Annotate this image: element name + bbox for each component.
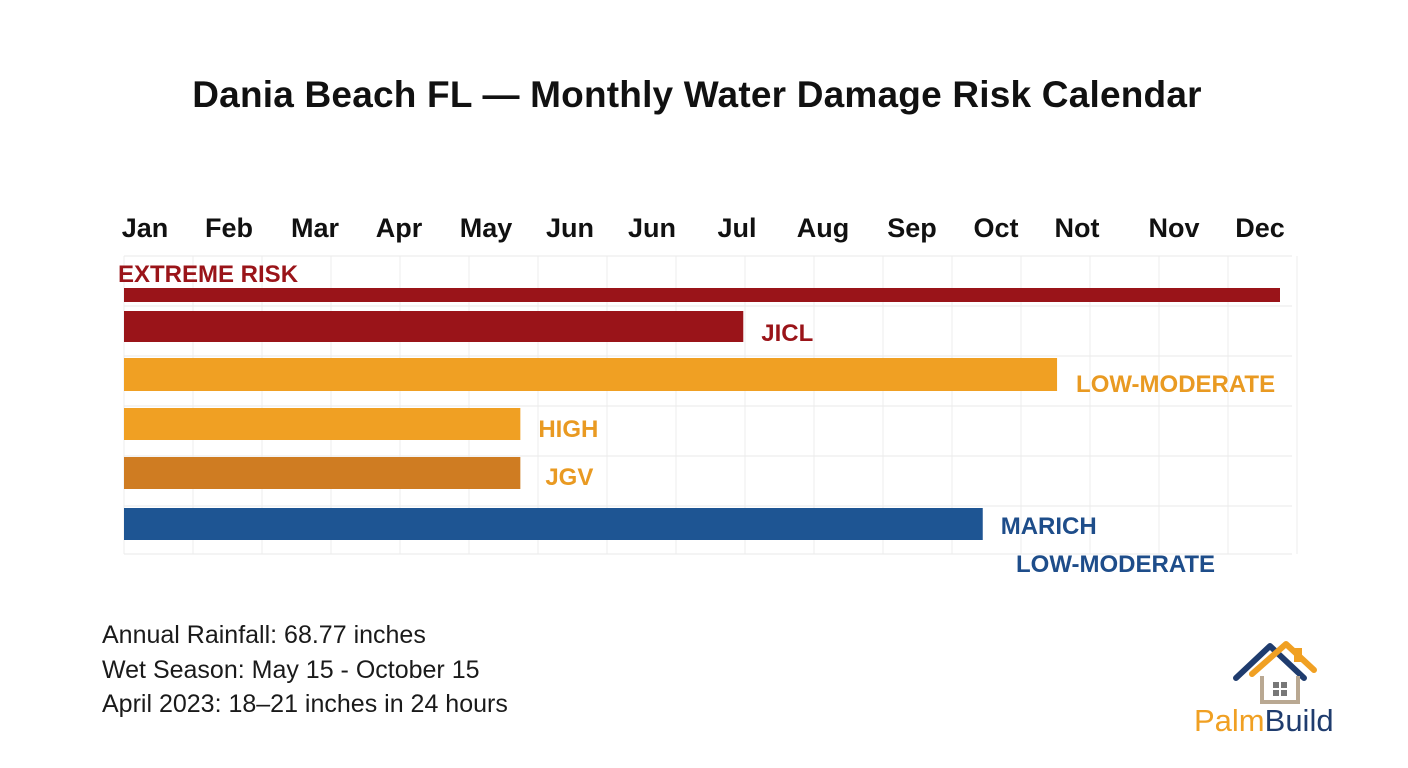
month-label-6: Jun bbox=[546, 213, 594, 243]
chart-title: Dania Beach FL — Monthly Water Damage Ri… bbox=[192, 74, 1202, 115]
bar-label-3: LOW-MODERATE bbox=[1076, 371, 1275, 398]
month-label-9: Aug bbox=[797, 213, 849, 243]
risk-bar-5 bbox=[124, 457, 521, 489]
month-label-13: Nov bbox=[1148, 213, 1199, 243]
month-axis: Jan Feb Mar Apr May Jun Jun Jul Aug Sep Oct Not Nov D… bbox=[122, 213, 1285, 243]
april-2023-note: April 2023: 18–21 inches in 24 hours bbox=[102, 690, 508, 718]
bar-label-6-secondary: LOW-MODERATE bbox=[1016, 551, 1215, 578]
house-icon bbox=[1233, 641, 1317, 704]
palmbuild-logo: PalmBuild bbox=[1188, 640, 1368, 740]
month-label-14: Dec bbox=[1235, 213, 1285, 243]
notes: Annual Rainfall: 68.77 inches Wet Season… bbox=[102, 618, 508, 722]
risk-bar-3 bbox=[124, 358, 1058, 391]
month-label-3: Mar bbox=[291, 213, 340, 243]
month-label-1: Jan bbox=[122, 213, 169, 243]
month-label-12: Not bbox=[1055, 213, 1100, 243]
extreme-risk-label: EXTREME RISK bbox=[118, 261, 299, 288]
month-label-5: May bbox=[460, 213, 513, 243]
month-label-2: Feb bbox=[205, 213, 253, 243]
wet-season-note: Wet Season: May 15 - October 15 bbox=[102, 655, 480, 684]
bar-label-6: MARICH bbox=[1001, 513, 1097, 540]
month-label-7: Jun bbox=[628, 213, 676, 243]
bar-label-5: JGV bbox=[545, 464, 593, 491]
logo-palm-text: Palm bbox=[1194, 703, 1265, 738]
annual-rainfall-note: Annual Rainfall: 68.77 inches bbox=[102, 621, 426, 649]
risk-bar-6 bbox=[124, 508, 983, 540]
month-label-11: Oct bbox=[973, 213, 1018, 243]
bar-label-2: JICL bbox=[761, 320, 813, 347]
grid-lines bbox=[123, 255, 1298, 555]
month-label-4: Apr bbox=[376, 213, 423, 243]
risk-bars: JICL LOW-MODERATE HIGH JGV MARICH LOW-MODERAT… bbox=[124, 288, 1280, 578]
risk-bar-1 bbox=[124, 288, 1280, 302]
bar-label-4: HIGH bbox=[538, 416, 598, 443]
risk-calendar-chart: Jan Feb Mar Apr May Jun Jun Jul Aug Sep Oct Not Nov D… bbox=[118, 213, 1298, 578]
month-label-8: Jul bbox=[717, 213, 756, 243]
month-label-10: Sep bbox=[887, 213, 937, 243]
logo-build-text: Build bbox=[1264, 703, 1334, 738]
risk-bar-2 bbox=[124, 311, 744, 342]
risk-bar-4 bbox=[124, 408, 521, 440]
logo-wordmark: PalmBuild bbox=[1194, 704, 1334, 738]
